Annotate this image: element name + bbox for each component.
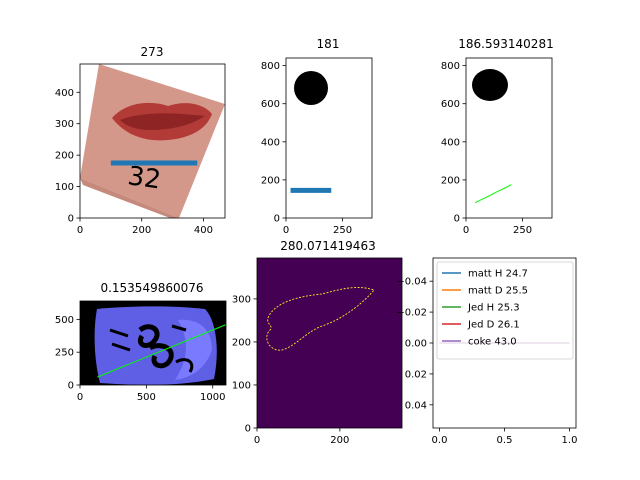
y-tick-label: 0.00: [405, 339, 427, 350]
y-tick-label: −0.04: [396, 277, 427, 288]
panel-6-legend-plot: 0.0 0.5 1.0 0.04 0.02 0.00 −0.02 −0.04 matt H …: [396, 257, 578, 446]
x-tick-label: 1.0: [562, 435, 578, 446]
panel-4-mask: 0.153549860076 0 500 1000 0 250 500: [55, 281, 227, 403]
y-tick-label: 200: [55, 151, 74, 162]
y-tick-label: 600: [441, 99, 460, 110]
paper-tag: [80, 64, 225, 218]
x-tick-label: 1000: [200, 392, 225, 403]
legend: matt H 24.7 matt D 25.5 Jed H 25.3 Jed D 26…: [436, 261, 574, 360]
y-tick-label: 0: [68, 381, 74, 392]
panel-4-frame: [79, 300, 227, 386]
y-tick-label: 0: [245, 424, 251, 435]
x-tick-label: 250: [513, 225, 532, 236]
panel-3-frame: [465, 57, 553, 219]
panel-5-background: [257, 258, 402, 428]
panel-5-frame: [256, 257, 403, 429]
legend-label: Jed H 25.3: [467, 303, 520, 314]
y-tick-label: 0: [274, 214, 280, 225]
panel-1-image: 32: [80, 64, 225, 218]
x-tick-label: 0.0: [432, 435, 448, 446]
x-tick-label: 0.5: [497, 435, 513, 446]
x-tick-label: 0: [77, 225, 83, 236]
y-tick-label: 0.02: [405, 369, 427, 380]
panel-3-ellipse: 186.593140281 0 250 0 200 400 600 800: [441, 37, 554, 236]
y-tick-label: 300: [55, 119, 74, 130]
y-tick-label: 600: [261, 99, 280, 110]
y-tick-label: 400: [261, 137, 280, 148]
y-tick-label: 400: [441, 137, 460, 148]
y-tick-label: 0: [454, 214, 460, 225]
black-ellipse: [472, 69, 508, 101]
panel-3-title: 186.593140281: [458, 37, 553, 51]
x-tick-label: 0: [254, 435, 260, 446]
panel-3-measure-line: [474, 184, 512, 204]
black-ellipse: [294, 71, 328, 105]
y-tick-label: 0.04: [405, 400, 427, 411]
y-tick-label: 250: [55, 348, 74, 359]
legend-label: Jed D 26.1: [467, 320, 520, 331]
panel-5-title: 280.071419463: [280, 239, 375, 253]
x-tick-label: 200: [330, 435, 349, 446]
legend-label: matt D 25.5: [468, 286, 528, 297]
x-tick-label: 500: [137, 392, 156, 403]
y-tick-label: 100: [55, 182, 74, 193]
panel-1-title: 273: [141, 45, 164, 59]
y-tick-label: 200: [232, 337, 251, 348]
panel-4-title: 0.153549860076: [100, 281, 203, 295]
panel-2-ellipse: 181 0 250 0 200 400 600 800: [261, 37, 373, 236]
x-tick-label: 200: [132, 225, 151, 236]
y-tick-label: 200: [261, 175, 280, 186]
panel-2-title: 181: [317, 37, 340, 51]
x-tick-label: 0: [463, 225, 469, 236]
blue-surface-highlight: [175, 319, 212, 380]
y-tick-label: 400: [55, 88, 74, 99]
logo-shape: [138, 324, 174, 369]
x-tick-label: 250: [333, 225, 352, 236]
panel-4-measure-line: [97, 324, 227, 378]
handwritten-32: 32: [126, 161, 163, 195]
y-tick-label: 800: [261, 61, 280, 72]
text-shape: [109, 324, 194, 373]
y-tick-label: 300: [232, 294, 251, 305]
yellow-outline: [266, 287, 375, 351]
y-tick-label: −0.02: [396, 308, 427, 319]
paper-tag-shade: [80, 178, 179, 218]
legend-box: [436, 261, 574, 360]
y-tick-label: 500: [55, 315, 74, 326]
y-tick-label: 800: [441, 61, 460, 72]
y-tick-label: 100: [232, 380, 251, 391]
y-tick-label: 0: [68, 214, 74, 225]
panel-5-edge-map: 280.071419463 0 200 0 100 200 300: [232, 239, 403, 446]
red-lip-smear-dark: [120, 113, 205, 130]
x-tick-label: 400: [194, 225, 213, 236]
legend-label: matt H 24.7: [468, 269, 528, 280]
x-tick-label: 0: [77, 392, 83, 403]
panel-2-frame: [285, 57, 373, 219]
legend-label: coke 43.0: [468, 337, 517, 348]
panel-1-frame: [79, 63, 226, 219]
panel-1-photo: 273 32 0 200 400 0 100 200 300 400: [55, 45, 226, 236]
y-tick-label: 200: [441, 175, 460, 186]
x-tick-label: 0: [283, 225, 289, 236]
